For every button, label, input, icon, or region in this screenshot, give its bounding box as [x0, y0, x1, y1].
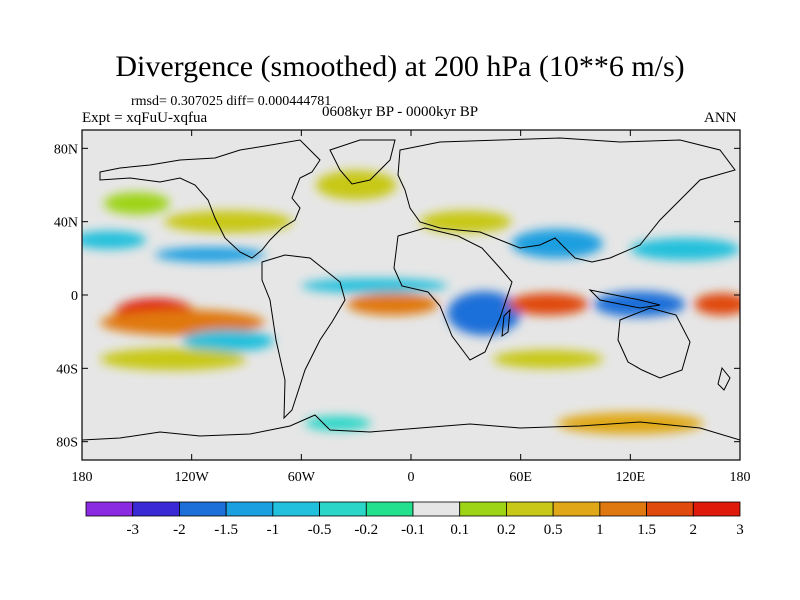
ytick-label: 80S	[56, 436, 78, 451]
colorbar-swatch	[692, 501, 741, 517]
colorbar-label: 0.2	[497, 522, 516, 538]
antarctica-coast	[82, 414, 740, 441]
australia-coast	[617, 307, 691, 379]
colorbar-label: 0.5	[544, 522, 563, 538]
xtick-label: 120E	[616, 470, 646, 485]
coastlines	[82, 137, 740, 441]
region-india-negative	[511, 229, 603, 259]
colorbar-swatch	[179, 501, 227, 517]
indonesia-coast	[588, 289, 661, 309]
greenland-coast	[329, 139, 396, 185]
ytick-label: 80N	[54, 142, 78, 157]
stats-text: rmsd= 0.307025 diff= 0.000444781	[131, 94, 332, 109]
colorbar-label: 3	[736, 522, 744, 538]
colorbar-swatch	[459, 501, 507, 517]
region-south-pacific-band	[100, 309, 265, 336]
colorbar-swatch	[319, 501, 367, 517]
colorbar-label: -2	[173, 522, 186, 538]
eurasia-coast	[397, 137, 736, 263]
colorbar-swatch	[272, 501, 320, 517]
region-south-atlantic-positive	[347, 293, 439, 316]
xtick-label: 60W	[288, 470, 316, 485]
experiment-text: Expt = xqFuU-xqfua	[82, 110, 208, 126]
region-indian-ocean-positive	[507, 293, 589, 316]
colorbar-label: -0.2	[354, 522, 378, 538]
colorbar-swatch	[132, 501, 180, 517]
colorbar-label: -3	[126, 522, 139, 538]
ytick-label: 0	[71, 289, 78, 304]
xtick-label: 120W	[175, 470, 210, 485]
region-north-america-positive	[164, 210, 293, 233]
south-america-coast	[261, 254, 346, 420]
region-antarctic-coast-positive	[557, 412, 704, 435]
xtick-label: 180	[730, 470, 751, 485]
north-america-coast	[99, 139, 321, 259]
period-text: 0608kyr BP - 0000kyr BP	[322, 104, 479, 120]
ytick-label: 40S	[56, 362, 78, 377]
madagascar-coast	[501, 308, 511, 338]
colorbar-swatch	[599, 501, 647, 517]
colorbar-label: 2	[690, 522, 698, 538]
season-text: ANN	[704, 110, 737, 126]
colorbar-swatch	[506, 501, 554, 517]
colorbar-swatch	[225, 501, 274, 517]
region-east-pacific-negative	[155, 247, 265, 262]
region-maritime-continent-negative	[593, 291, 686, 317]
chart-title: Divergence (smoothed) at 200 hPa (10**6 …	[115, 50, 685, 83]
colorbar-label: -1	[267, 522, 280, 538]
region-indian-ocean-negative	[447, 291, 521, 336]
africa-coast	[393, 227, 513, 361]
region-dateline-positive	[694, 293, 740, 316]
region-africa-monsoon-positive	[420, 210, 512, 233]
colorbar-swatch	[365, 501, 414, 517]
colorbar-label: 1.5	[637, 522, 656, 538]
region-north-atlantic-positive	[315, 170, 397, 200]
region-west-pacific-negative	[630, 238, 740, 261]
colorbar-swatch	[85, 501, 134, 517]
region-southern-ocean-positive	[100, 348, 247, 371]
new-zealand-coast	[717, 366, 731, 391]
colorbar-swatch	[552, 501, 601, 517]
xtick-label: 180	[72, 470, 93, 485]
region-north-pacific-positive	[103, 192, 170, 215]
xtick-label: 0	[408, 470, 415, 485]
ytick-label: 40N	[54, 216, 78, 231]
colorbar-label: -1.5	[214, 522, 238, 538]
colorbar-label: 1	[596, 522, 604, 538]
region-north-pacific-negative	[82, 230, 146, 250]
colorbar-label: -0.1	[401, 522, 425, 538]
region-south-pacific-negative	[182, 329, 274, 352]
colorbar-label: -0.5	[308, 522, 332, 538]
colorbar-swatch	[412, 501, 461, 517]
region-tropical-atlantic-negative	[301, 278, 448, 294]
region-weddell-negative	[304, 416, 371, 431]
region-south-indian-positive	[493, 350, 603, 369]
colorbar-label: 0.1	[450, 522, 469, 538]
colorbar-swatch	[646, 501, 694, 517]
xtick-label: 60E	[509, 470, 532, 485]
